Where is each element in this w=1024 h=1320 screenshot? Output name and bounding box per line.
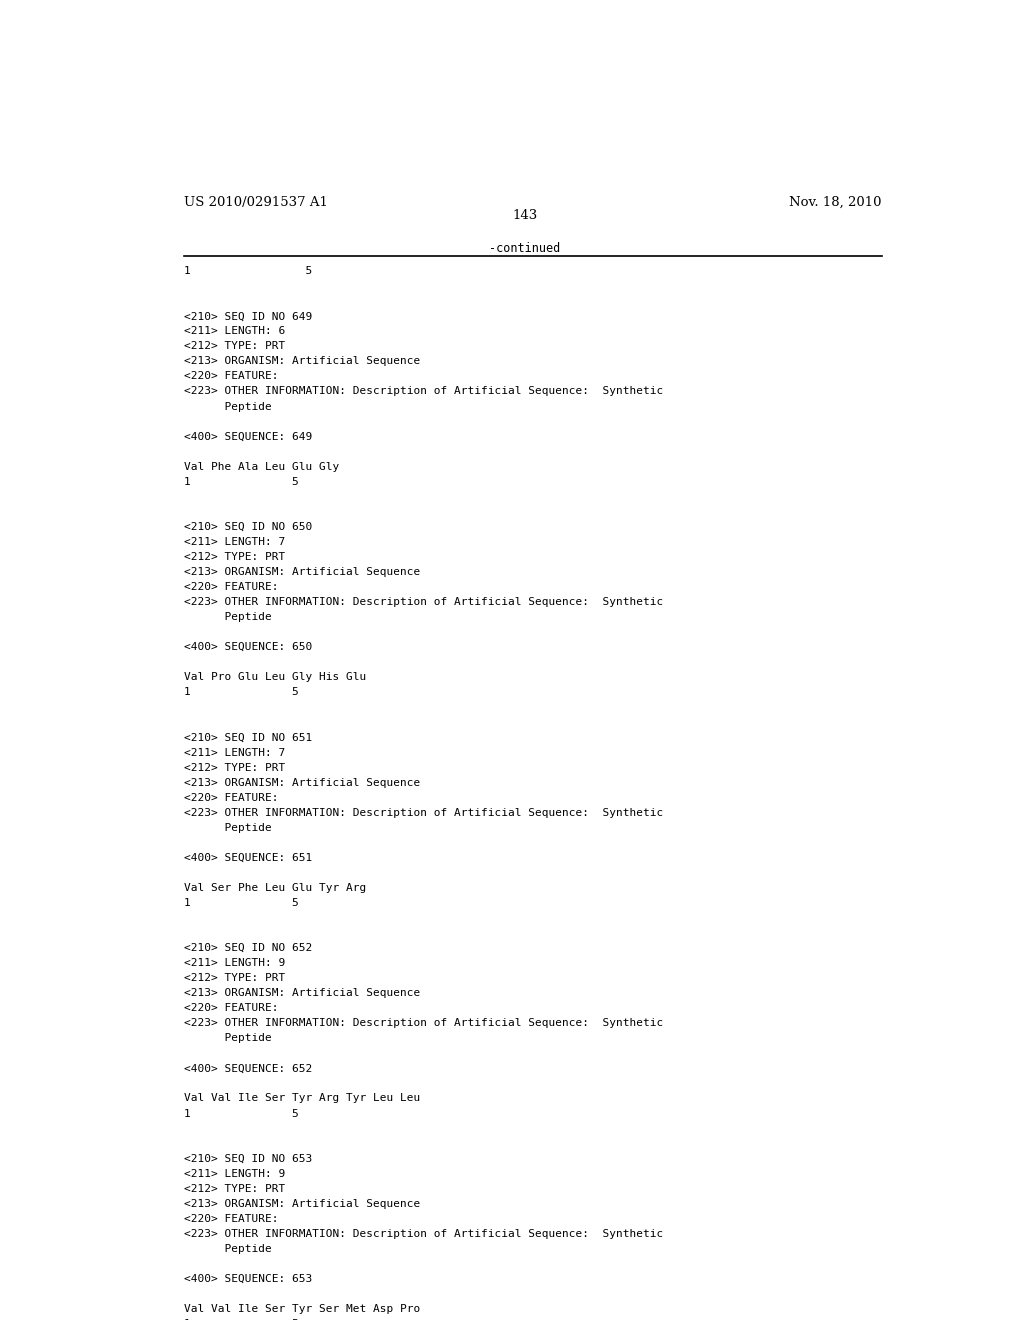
Text: <212> TYPE: PRT: <212> TYPE: PRT (183, 1184, 285, 1193)
Text: Peptide: Peptide (183, 1034, 271, 1043)
Text: <400> SEQUENCE: 649: <400> SEQUENCE: 649 (183, 432, 311, 442)
Text: Val Pro Glu Leu Gly His Glu: Val Pro Glu Leu Gly His Glu (183, 672, 366, 682)
Text: <211> LENGTH: 9: <211> LENGTH: 9 (183, 1168, 285, 1179)
Text: Val Phe Ala Leu Glu Gly: Val Phe Ala Leu Glu Gly (183, 462, 339, 471)
Text: <220> FEATURE:: <220> FEATURE: (183, 1003, 279, 1014)
Text: <211> LENGTH: 9: <211> LENGTH: 9 (183, 958, 285, 968)
Text: -continued: -continued (489, 242, 560, 255)
Text: 143: 143 (512, 210, 538, 222)
Text: 1               5: 1 5 (183, 477, 298, 487)
Text: <213> ORGANISM: Artificial Sequence: <213> ORGANISM: Artificial Sequence (183, 989, 420, 998)
Text: Peptide: Peptide (183, 401, 271, 412)
Text: Peptide: Peptide (183, 612, 271, 622)
Text: <211> LENGTH: 7: <211> LENGTH: 7 (183, 537, 285, 546)
Text: <213> ORGANISM: Artificial Sequence: <213> ORGANISM: Artificial Sequence (183, 356, 420, 367)
Text: <210> SEQ ID NO 652: <210> SEQ ID NO 652 (183, 942, 311, 953)
Text: <212> TYPE: PRT: <212> TYPE: PRT (183, 342, 285, 351)
Text: <212> TYPE: PRT: <212> TYPE: PRT (183, 552, 285, 562)
Text: Val Ser Phe Leu Glu Tyr Arg: Val Ser Phe Leu Glu Tyr Arg (183, 883, 366, 892)
Text: <220> FEATURE:: <220> FEATURE: (183, 371, 279, 381)
Text: <220> FEATURE:: <220> FEATURE: (183, 792, 279, 803)
Text: <400> SEQUENCE: 650: <400> SEQUENCE: 650 (183, 643, 311, 652)
Text: <212> TYPE: PRT: <212> TYPE: PRT (183, 763, 285, 772)
Text: <210> SEQ ID NO 650: <210> SEQ ID NO 650 (183, 521, 311, 532)
Text: 1               5: 1 5 (183, 1109, 298, 1118)
Text: <220> FEATURE:: <220> FEATURE: (183, 582, 279, 593)
Text: <213> ORGANISM: Artificial Sequence: <213> ORGANISM: Artificial Sequence (183, 568, 420, 577)
Text: <210> SEQ ID NO 651: <210> SEQ ID NO 651 (183, 733, 311, 742)
Text: <223> OTHER INFORMATION: Description of Artificial Sequence:  Synthetic: <223> OTHER INFORMATION: Description of … (183, 808, 663, 817)
Text: 1               5: 1 5 (183, 898, 298, 908)
Text: <400> SEQUENCE: 651: <400> SEQUENCE: 651 (183, 853, 311, 863)
Text: <400> SEQUENCE: 652: <400> SEQUENCE: 652 (183, 1064, 311, 1073)
Text: <211> LENGTH: 7: <211> LENGTH: 7 (183, 747, 285, 758)
Text: 1               5: 1 5 (183, 688, 298, 697)
Text: <223> OTHER INFORMATION: Description of Artificial Sequence:  Synthetic: <223> OTHER INFORMATION: Description of … (183, 1018, 663, 1028)
Text: <210> SEQ ID NO 653: <210> SEQ ID NO 653 (183, 1154, 311, 1164)
Text: <210> SEQ ID NO 649: <210> SEQ ID NO 649 (183, 312, 311, 321)
Text: <211> LENGTH: 6: <211> LENGTH: 6 (183, 326, 285, 337)
Text: Val Val Ile Ser Tyr Arg Tyr Leu Leu: Val Val Ile Ser Tyr Arg Tyr Leu Leu (183, 1093, 420, 1104)
Text: <212> TYPE: PRT: <212> TYPE: PRT (183, 973, 285, 983)
Text: Val Val Ile Ser Tyr Ser Met Asp Pro: Val Val Ile Ser Tyr Ser Met Asp Pro (183, 1304, 420, 1315)
Text: Peptide: Peptide (183, 822, 271, 833)
Text: 1                 5: 1 5 (183, 267, 311, 276)
Text: <223> OTHER INFORMATION: Description of Artificial Sequence:  Synthetic: <223> OTHER INFORMATION: Description of … (183, 387, 663, 396)
Text: US 2010/0291537 A1: US 2010/0291537 A1 (183, 195, 328, 209)
Text: Nov. 18, 2010: Nov. 18, 2010 (790, 195, 882, 209)
Text: <223> OTHER INFORMATION: Description of Artificial Sequence:  Synthetic: <223> OTHER INFORMATION: Description of … (183, 1229, 663, 1239)
Text: <223> OTHER INFORMATION: Description of Artificial Sequence:  Synthetic: <223> OTHER INFORMATION: Description of … (183, 597, 663, 607)
Text: <213> ORGANISM: Artificial Sequence: <213> ORGANISM: Artificial Sequence (183, 777, 420, 788)
Text: <213> ORGANISM: Artificial Sequence: <213> ORGANISM: Artificial Sequence (183, 1199, 420, 1209)
Text: Peptide: Peptide (183, 1243, 271, 1254)
Text: <220> FEATURE:: <220> FEATURE: (183, 1214, 279, 1224)
Text: <400> SEQUENCE: 653: <400> SEQUENCE: 653 (183, 1274, 311, 1284)
